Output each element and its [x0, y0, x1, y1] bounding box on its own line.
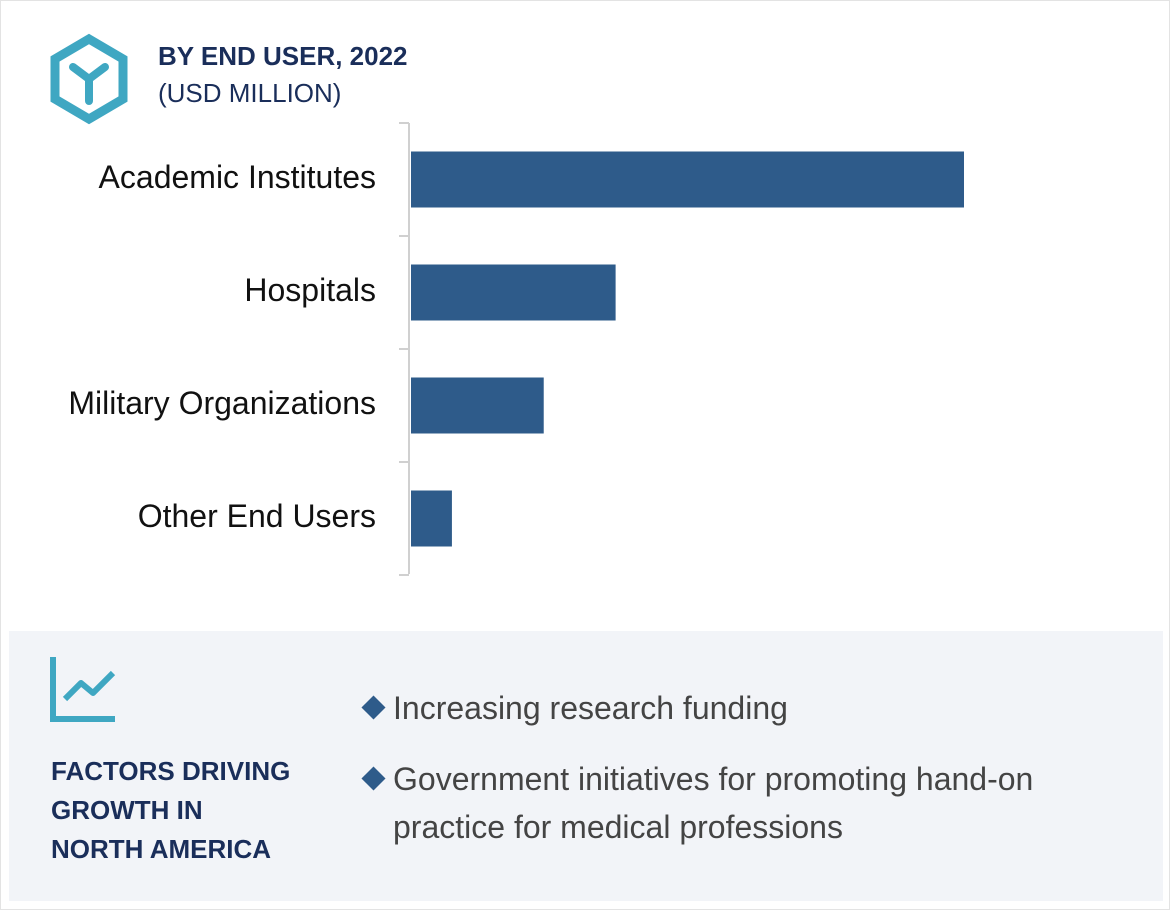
factors-heading: GROWTH IN	[51, 795, 203, 825]
bullet-diamond	[361, 766, 386, 791]
logo-icon-inner	[69, 63, 109, 105]
chart-title: BY END USER, 2022	[158, 41, 408, 71]
y-tick-label: Other End Users	[138, 498, 376, 534]
chart: BY END USER, 2022 (USD MILLION) Academic…	[50, 33, 964, 576]
bar	[411, 264, 616, 321]
bullet-diamond	[361, 695, 386, 720]
factor-item: Increasing research funding	[393, 690, 788, 726]
y-tick-label: Academic Institutes	[99, 159, 376, 195]
trend-icon	[50, 657, 116, 722]
logo-icon	[50, 33, 128, 125]
factors-heading: FACTORS DRIVING	[51, 756, 291, 786]
y-tick-label: Hospitals	[244, 272, 376, 308]
factors-panel: FACTORS DRIVING GROWTH IN NORTH AMERICA Inc…	[9, 631, 1163, 901]
chart-subtitle: (USD MILLION)	[158, 78, 341, 108]
bar	[411, 490, 452, 547]
bar	[411, 377, 544, 434]
factors-heading: NORTH AMERICA	[51, 834, 272, 864]
factor-item: Government initiatives for promoting han…	[393, 761, 1034, 845]
y-tick-label: Military Organizations	[68, 385, 376, 421]
bar	[411, 151, 964, 208]
